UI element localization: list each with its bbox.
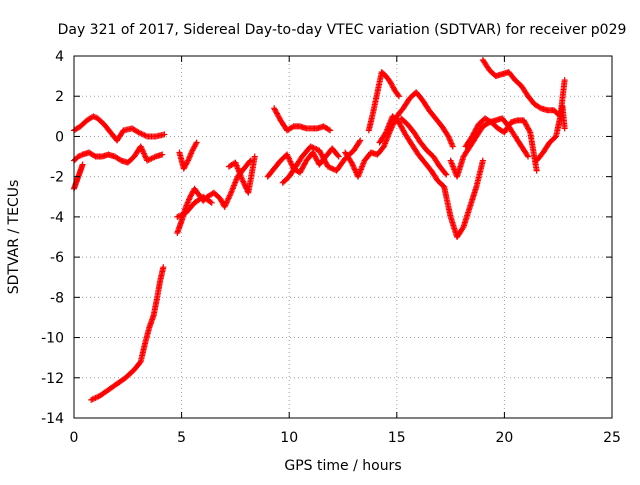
grid-layer bbox=[74, 56, 612, 418]
data-point bbox=[159, 151, 166, 158]
data-point bbox=[192, 140, 199, 147]
x-tick-label: 20 bbox=[495, 430, 513, 446]
tick-layer: 0 5 10 15 20 25 -14 -12 -10 -8 -6 -4 -2 0 2 4 bbox=[41, 49, 621, 446]
x-tick-label: 5 bbox=[177, 430, 186, 446]
data-point bbox=[79, 161, 86, 168]
plot-frame bbox=[73, 55, 613, 419]
x-tick-label: 0 bbox=[70, 430, 79, 446]
data-point bbox=[193, 139, 200, 146]
data-point bbox=[335, 153, 342, 160]
y-tick-label: -12 bbox=[41, 371, 64, 387]
data-point bbox=[442, 170, 449, 177]
y-tick-label: -8 bbox=[50, 290, 64, 306]
data-points bbox=[71, 57, 568, 403]
chart-title: Day 321 of 2017, Sidereal Day-to-day VTE… bbox=[58, 22, 627, 38]
y-tick-label: 0 bbox=[55, 129, 64, 145]
data-point bbox=[161, 131, 168, 138]
data-point bbox=[136, 359, 143, 366]
data-point bbox=[524, 152, 531, 159]
data-point bbox=[327, 127, 334, 134]
data-point bbox=[160, 264, 167, 271]
x-tick-label: 25 bbox=[603, 430, 621, 446]
data-point bbox=[356, 138, 363, 145]
data-point bbox=[325, 126, 332, 133]
y-tick-label: 2 bbox=[55, 89, 64, 105]
y-tick-label: -10 bbox=[41, 331, 64, 347]
data-point bbox=[526, 128, 533, 135]
data-point bbox=[561, 77, 568, 84]
data-point bbox=[395, 92, 402, 99]
data-point bbox=[443, 171, 450, 178]
y-tick-label: 4 bbox=[55, 49, 64, 65]
data-point bbox=[357, 137, 364, 144]
y-tick-label: -6 bbox=[50, 250, 64, 266]
data-point bbox=[459, 225, 466, 232]
data-point bbox=[449, 143, 456, 150]
y-tick-label: -2 bbox=[50, 170, 64, 186]
data-point bbox=[251, 153, 258, 160]
data-point bbox=[533, 167, 540, 174]
x-axis-label: GPS time / hours bbox=[284, 458, 401, 474]
data-point bbox=[395, 93, 402, 100]
data-point bbox=[208, 199, 215, 206]
data-point bbox=[525, 153, 532, 160]
data-point bbox=[382, 130, 389, 137]
data-point bbox=[334, 152, 341, 159]
data-point bbox=[207, 198, 214, 205]
data-point bbox=[479, 157, 486, 164]
x-tick-label: 10 bbox=[280, 430, 298, 446]
y-tick-label: -14 bbox=[41, 411, 64, 427]
x-tick-label: 15 bbox=[388, 430, 406, 446]
data-point bbox=[561, 125, 568, 132]
y-tick-label: -4 bbox=[50, 210, 64, 226]
data-point bbox=[247, 157, 254, 164]
y-axis-label: SDTVAR / TECUs bbox=[6, 180, 22, 295]
data-point bbox=[184, 158, 191, 165]
